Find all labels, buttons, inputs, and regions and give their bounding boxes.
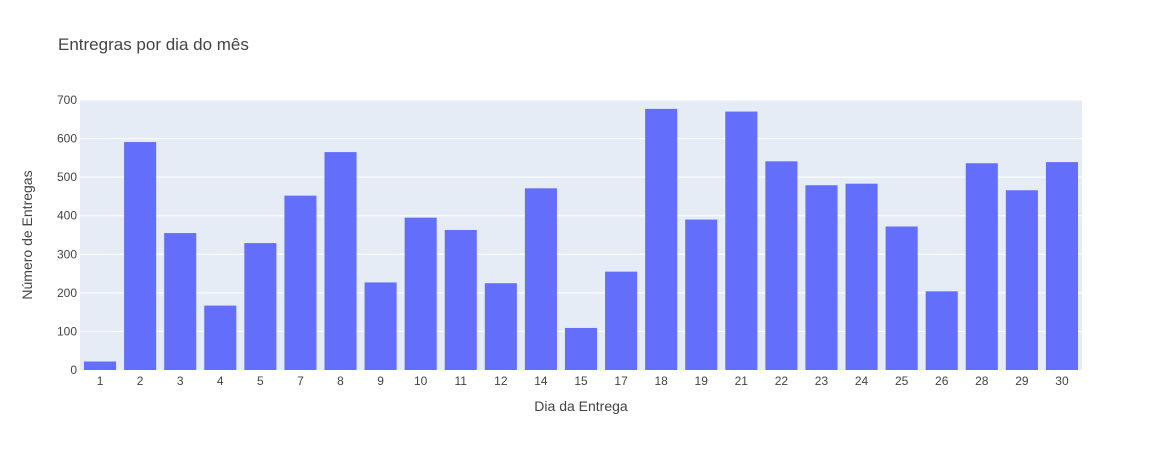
bar-day-15[interactable] <box>564 327 598 370</box>
bar-day-3[interactable] <box>164 233 197 370</box>
bar-day-1[interactable] <box>84 361 117 370</box>
y-tick-label: 700 <box>57 93 77 107</box>
y-axis-ticks: 0 100 200 300 400 500 600 700 <box>57 93 77 377</box>
x-axis-ticks: 1 2 3 4 5 7 8 9 10 11 12 14 15 17 18 19 21 22 23 24 25 26 28 29… <box>97 374 1069 388</box>
y-axis-title: Número de Entregas <box>19 170 35 299</box>
x-tick-label: 26 <box>935 374 949 388</box>
x-tick-label: 9 <box>377 374 384 388</box>
bar-day-28[interactable] <box>965 163 998 370</box>
y-tick-label: 300 <box>57 247 77 261</box>
x-tick-label: 2 <box>137 374 144 388</box>
bar-day-9[interactable] <box>364 282 397 370</box>
bar-day-14[interactable] <box>524 188 557 370</box>
x-tick-label: 14 <box>534 374 548 388</box>
x-tick-label: 11 <box>455 374 468 388</box>
bar-day-4[interactable] <box>204 305 237 370</box>
x-tick-label: 15 <box>574 374 588 388</box>
x-tick-label: 10 <box>414 374 428 388</box>
x-tick-label: 19 <box>695 374 709 388</box>
chart-title: Entregras por dia do mês <box>58 35 249 54</box>
x-tick-label: 7 <box>297 374 304 388</box>
bar-day-26[interactable] <box>925 291 958 370</box>
x-tick-label: 3 <box>177 374 184 388</box>
x-axis-title: Dia da Entrega <box>534 398 628 414</box>
bar-day-24[interactable] <box>845 183 878 370</box>
bar-day-25[interactable] <box>885 226 918 370</box>
x-tick-label: 28 <box>975 374 989 388</box>
x-tick-label: 22 <box>775 374 789 388</box>
x-tick-label: 4 <box>217 374 224 388</box>
bar-day-10[interactable] <box>404 217 437 370</box>
x-tick-label: 5 <box>257 374 264 388</box>
y-tick-label: 400 <box>57 209 77 223</box>
x-tick-label: 8 <box>337 374 344 388</box>
bars <box>84 108 1078 371</box>
x-tick-label: 23 <box>815 374 829 388</box>
y-tick-label: 0 <box>70 363 77 377</box>
x-tick-label: 17 <box>614 374 628 388</box>
bar-day-19[interactable] <box>685 219 718 370</box>
bar-day-2[interactable] <box>124 142 157 370</box>
bar-day-5[interactable] <box>244 243 277 370</box>
y-tick-label: 500 <box>57 170 77 184</box>
bar-day-18[interactable] <box>645 108 678 370</box>
bar-day-17[interactable] <box>605 271 638 370</box>
x-tick-label: 21 <box>735 374 749 388</box>
x-tick-label: 1 <box>97 374 104 388</box>
x-tick-label: 29 <box>1015 374 1029 388</box>
bar-day-21[interactable] <box>725 111 758 371</box>
x-tick-label: 24 <box>855 374 869 388</box>
bar-day-7[interactable] <box>284 195 317 370</box>
bar-day-23[interactable] <box>805 185 838 370</box>
y-tick-label: 600 <box>57 132 77 146</box>
bar-day-11[interactable] <box>444 229 477 370</box>
bar-day-29[interactable] <box>1005 190 1038 370</box>
x-tick-label: 30 <box>1055 374 1069 388</box>
x-tick-label: 12 <box>494 374 508 388</box>
x-tick-label: 18 <box>654 374 668 388</box>
bar-day-8[interactable] <box>324 152 357 370</box>
x-tick-label: 25 <box>895 374 909 388</box>
y-tick-label: 100 <box>57 324 77 338</box>
bar-day-30[interactable] <box>1045 162 1078 370</box>
y-tick-label: 200 <box>57 286 77 300</box>
bar-day-22[interactable] <box>765 161 798 370</box>
bar-day-12[interactable] <box>484 283 517 370</box>
